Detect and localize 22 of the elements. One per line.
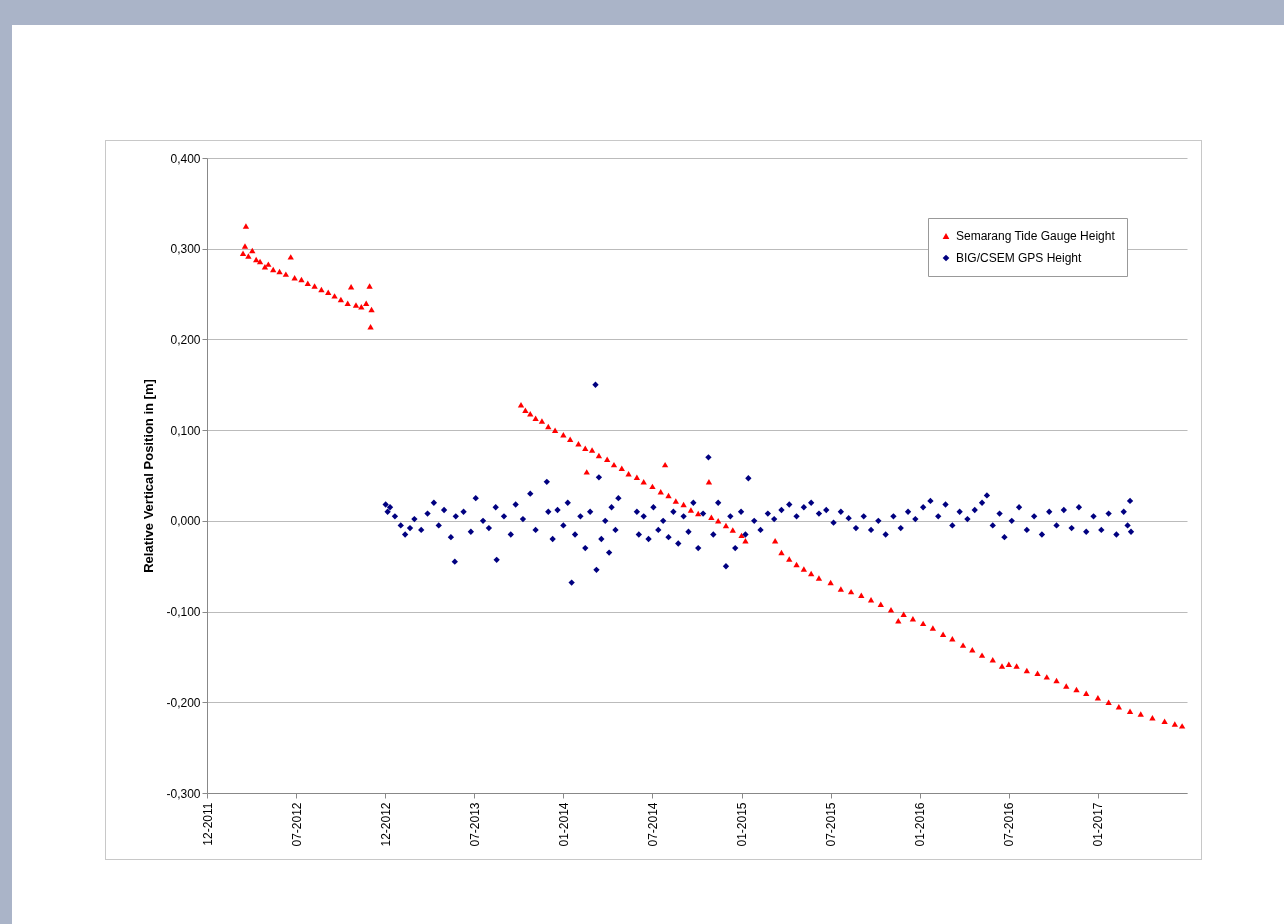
legend-label: BIG/CSEM GPS Height bbox=[956, 251, 1083, 265]
x-tick-label: 07-2013 bbox=[467, 802, 482, 847]
x-tick-label: 07-2014 bbox=[645, 802, 660, 847]
x-tick-label: 12-2011 bbox=[200, 802, 215, 846]
y-tick-label: -0,100 bbox=[166, 605, 201, 620]
x-tick-label: 01-2014 bbox=[556, 802, 571, 847]
legend-label: Semarang Tide Gauge Height bbox=[956, 229, 1116, 243]
y-tick-label: 0,100 bbox=[170, 423, 201, 438]
x-tick-label: 01-2016 bbox=[913, 802, 928, 847]
y-tick-label: 0,000 bbox=[170, 514, 201, 529]
y-tick-label: -0,200 bbox=[166, 695, 201, 710]
x-tick-label: 01-2017 bbox=[1091, 802, 1106, 847]
y-tick-label: 0,400 bbox=[170, 151, 201, 166]
y-tick-label: 0,200 bbox=[170, 332, 201, 347]
x-tick-label: 07-2012 bbox=[289, 802, 304, 847]
y-tick-label: -0,300 bbox=[166, 786, 201, 801]
y-axis-title: Relative Vertical Position in [m] bbox=[141, 379, 157, 573]
x-tick-label: 07-2015 bbox=[824, 802, 839, 847]
x-tick-label: 01-2015 bbox=[735, 802, 750, 847]
x-tick-label: 12-2012 bbox=[378, 802, 393, 847]
y-tick-label: 0,300 bbox=[170, 242, 201, 257]
x-tick-label: 07-2016 bbox=[1002, 802, 1017, 847]
